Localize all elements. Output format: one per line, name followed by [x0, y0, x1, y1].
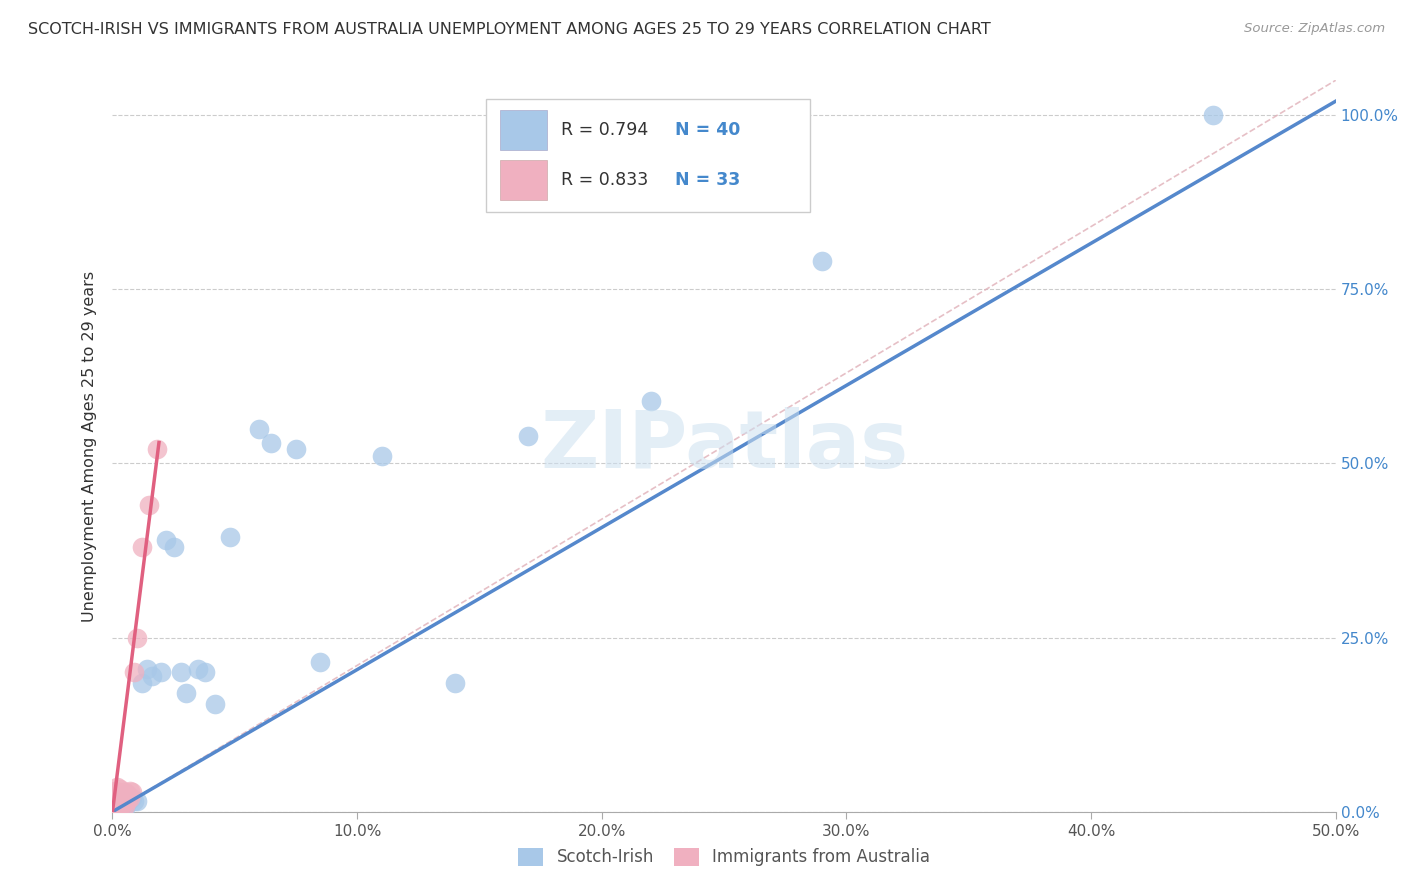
Point: [141, 669, 163, 683]
Point: [118, 792, 141, 806]
Point: [111, 792, 134, 806]
Point: [187, 662, 209, 676]
Point: [124, 794, 146, 808]
Point: [135, 662, 157, 676]
Point: [108, 790, 131, 805]
Text: ZIPatlas: ZIPatlas: [540, 407, 908, 485]
Point: [108, 785, 131, 799]
Point: [170, 665, 193, 680]
Point: [118, 784, 141, 798]
Text: N = 40: N = 40: [675, 121, 741, 139]
Point: [150, 665, 173, 680]
Point: [204, 697, 226, 711]
Point: [108, 794, 131, 808]
Point: [114, 801, 136, 815]
Text: Source: ZipAtlas.com: Source: ZipAtlas.com: [1244, 22, 1385, 36]
Point: [125, 794, 148, 808]
Point: [115, 787, 138, 801]
Bar: [501, 160, 547, 201]
Point: [108, 781, 131, 796]
Point: [114, 785, 136, 799]
Point: [108, 799, 131, 814]
Point: [444, 676, 467, 690]
Point: [114, 794, 136, 808]
Point: [111, 792, 134, 806]
Point: [104, 794, 127, 808]
Legend: Scotch-Irish, Immigrants from Australia: Scotch-Irish, Immigrants from Australia: [512, 841, 936, 873]
Point: [108, 787, 131, 801]
Point: [640, 393, 662, 408]
Point: [115, 797, 138, 811]
Point: [155, 533, 177, 547]
Point: [104, 790, 127, 805]
Point: [104, 790, 127, 805]
Point: [105, 785, 128, 799]
Point: [105, 787, 128, 801]
Point: [108, 799, 131, 814]
Point: [111, 789, 134, 804]
FancyBboxPatch shape: [485, 99, 810, 212]
Text: R = 0.794: R = 0.794: [561, 121, 648, 139]
Point: [104, 797, 127, 812]
Point: [115, 794, 138, 808]
Y-axis label: Unemployment Among Ages 25 to 29 years: Unemployment Among Ages 25 to 29 years: [82, 270, 97, 622]
Point: [105, 801, 128, 815]
Point: [370, 450, 392, 464]
Point: [105, 801, 128, 815]
Point: [145, 442, 167, 457]
Point: [163, 540, 186, 554]
Point: [111, 797, 134, 812]
Point: [138, 498, 160, 512]
Point: [260, 435, 283, 450]
Point: [105, 797, 128, 811]
Point: [105, 792, 128, 806]
Text: R = 0.833: R = 0.833: [561, 171, 648, 189]
Point: [115, 787, 138, 801]
Point: [111, 797, 134, 812]
Point: [114, 799, 136, 814]
Point: [247, 421, 270, 435]
Point: [121, 785, 143, 799]
Point: [104, 801, 127, 815]
Point: [811, 254, 834, 268]
Point: [517, 428, 540, 442]
Point: [131, 676, 153, 690]
Point: [1202, 108, 1225, 122]
Point: [219, 530, 242, 544]
Point: [108, 797, 131, 811]
Bar: [501, 111, 547, 151]
Point: [284, 442, 308, 457]
Point: [124, 665, 146, 680]
Point: [105, 797, 128, 811]
Point: [105, 792, 128, 806]
Text: SCOTCH-IRISH VS IMMIGRANTS FROM AUSTRALIA UNEMPLOYMENT AMONG AGES 25 TO 29 YEARS: SCOTCH-IRISH VS IMMIGRANTS FROM AUSTRALI…: [28, 22, 991, 37]
Point: [104, 794, 127, 808]
Point: [105, 780, 128, 795]
Point: [174, 686, 197, 700]
Point: [114, 790, 136, 805]
Point: [104, 784, 127, 798]
Point: [104, 797, 127, 812]
Point: [194, 665, 217, 680]
Point: [118, 790, 141, 805]
Point: [125, 631, 148, 645]
Point: [309, 655, 332, 669]
Text: N = 33: N = 33: [675, 171, 741, 189]
Point: [131, 540, 153, 554]
Point: [121, 790, 143, 805]
